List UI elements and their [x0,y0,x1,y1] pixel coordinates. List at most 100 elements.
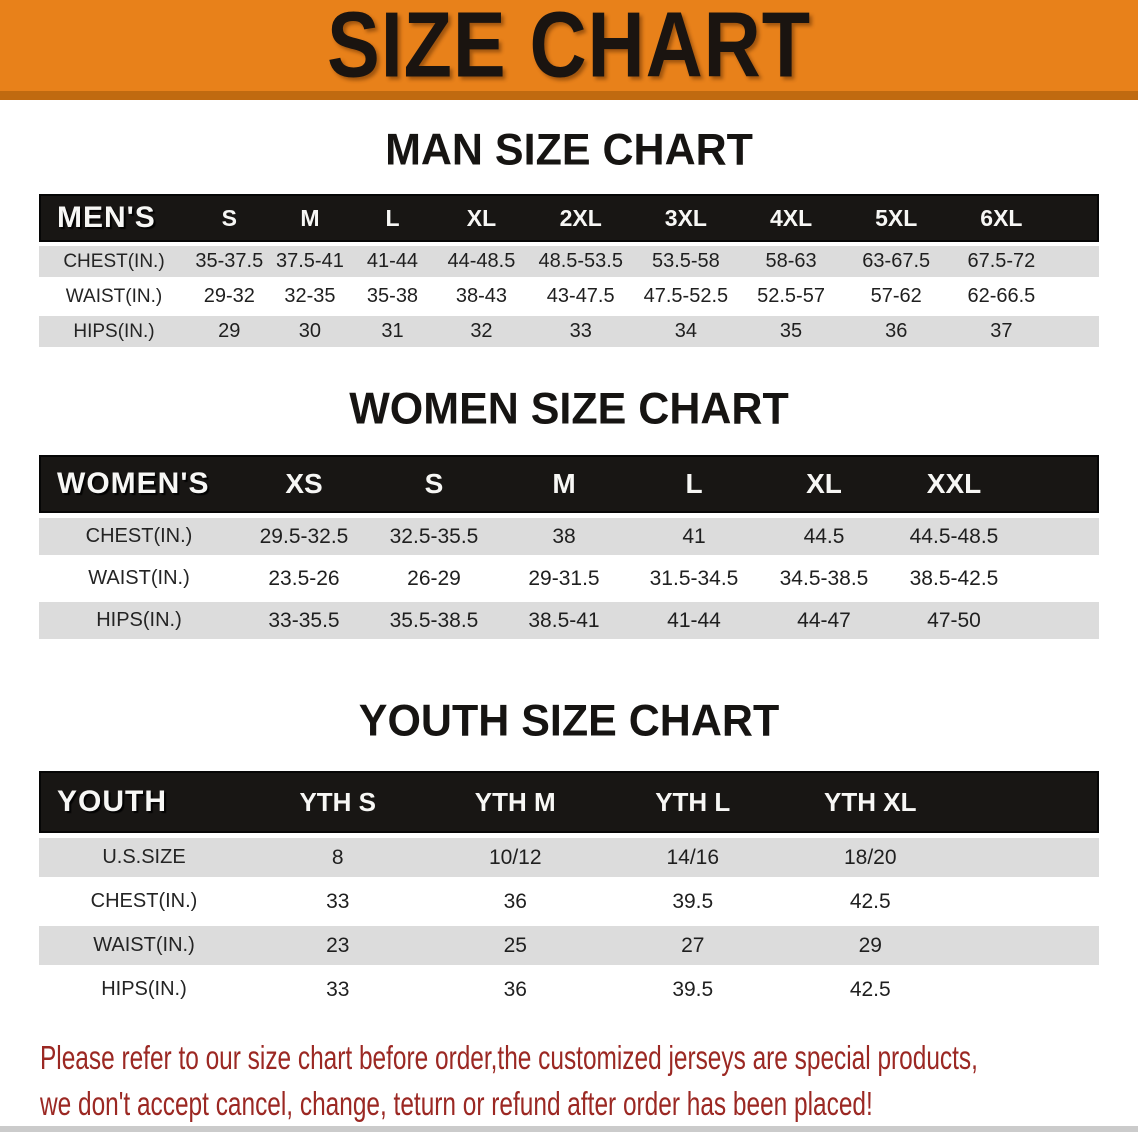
value-cell: 62-66.5 [967,285,1036,307]
table-row: U.S.SIZE 8 10/12 14/16 18/20 [39,838,1099,877]
value-cell: 32 [470,320,493,342]
row-values: 23 25 27 29 [249,934,1099,958]
row-label: HIPS(IN.) [101,978,187,1000]
disclaimer-line: Please refer to our size chart before or… [40,1039,978,1076]
value-cell: 34.5-38.5 [779,566,869,590]
size-column-header: YTH M [474,786,556,817]
size-column-header: M [300,204,320,231]
value-cell: 44.5-48.5 [909,524,999,548]
size-column-header: YTH L [655,786,731,817]
table-header-label: MEN'S [57,201,156,234]
value-cell: 41-44 [366,250,419,272]
men-section-heading: MAN SIZE CHART [385,125,753,175]
row-values: 8 10/12 14/16 18/20 [249,846,1099,870]
value-cell: 33 [569,320,592,342]
size-column-header: XS [285,468,323,499]
value-cell: 43-47.5 [546,285,615,307]
value-cell: 35-38 [366,285,419,307]
value-cell: 32.5-35.5 [389,524,479,548]
header-columns: YTH S YTH M YTH L YTH XL [249,787,1099,818]
value-cell: 38-43 [455,285,508,307]
value-cell: 42.5 [849,889,891,913]
table-row: WAIST(IN.) 29-32 32-35 35-38 38-43 43-47.5 47.… [39,281,1099,312]
value-cell: 26-29 [407,566,461,590]
value-cell: 63-67.5 [862,250,931,272]
value-cell: 33 [326,977,350,1001]
value-cell: 36 [503,977,527,1001]
value-cell: 27 [681,933,705,957]
value-cell: 14/16 [666,845,720,869]
value-cell: 44-47 [797,608,851,632]
value-cell: 36 [503,889,527,913]
womens-size-table: WOMEN'S XS S M L XL XXL CHEST(IN.) 29.5-32.5 32.5… [39,455,1099,639]
value-cell: 35-37.5 [195,250,264,272]
size-column-header: M [552,468,576,499]
value-cell: 47-50 [927,608,981,632]
row-label: CHEST(IN.) [63,250,165,272]
row-values: 33-35.5 35.5-38.5 38.5-41 41-44 44-47 47-50 [239,609,1099,633]
size-column-header: YTH S [299,786,377,817]
value-cell: 23 [326,933,350,957]
size-column-header: L [385,204,400,231]
value-cell: 29-31.5 [528,566,600,590]
value-cell: 67.5-72 [967,250,1036,272]
value-cell: 39.5 [672,977,714,1001]
value-cell: 39.5 [672,889,714,913]
size-column-header: 4XL [769,204,813,231]
size-column-header: XXL [926,468,982,499]
row-label: CHEST(IN.) [90,890,198,912]
table-row: CHEST(IN.) 33 36 39.5 42.5 [39,882,1099,921]
mens-size-table: MEN'S S M L XL 2XL 3XL 4XL 5XL 6XL CHEST(IN.) 35-37… [39,194,1099,347]
value-cell: 53.5-58 [651,250,720,272]
table-header-row: YOUTH YTH S YTH M YTH L YTH XL [39,771,1099,833]
youth-section-heading: YOUTH SIZE CHART [358,696,780,746]
value-cell: 33-35.5 [268,608,340,632]
size-column-header: 6XL [980,204,1023,231]
value-cell: 31.5-34.5 [649,566,739,590]
value-cell: 33 [326,889,350,913]
value-cell: 36 [885,320,908,342]
table-header-label: YOUTH [57,785,167,818]
value-cell: 47.5-52.5 [643,285,729,307]
women-section-heading: WOMEN SIZE CHART [349,384,789,434]
value-cell: 52.5-57 [757,285,825,307]
value-cell: 35.5-38.5 [389,608,479,632]
value-cell: 38.5-42.5 [909,566,999,590]
value-cell: 41-44 [667,608,721,632]
value-cell: 23.5-26 [268,566,340,590]
table-row: HIPS(IN.) 29 30 31 32 33 34 35 36 37 [39,316,1099,347]
size-column-header: S [221,204,237,231]
row-values: 33 36 39.5 42.5 [249,978,1099,1002]
table-row: CHEST(IN.) 29.5-32.5 32.5-35.5 38 41 44.5 44.5… [39,518,1099,555]
row-values: 29.5-32.5 32.5-35.5 38 41 44.5 44.5-48.5 [239,525,1099,549]
value-cell: 34 [674,320,697,342]
row-values: 23.5-26 26-29 29-31.5 31.5-34.5 34.5-38.5 38.… [239,567,1099,591]
size-column-header: S [424,468,444,499]
page-title: SIZE CHART [327,0,811,97]
size-column-header: 5XL [875,204,918,231]
row-values: 29 30 31 32 33 34 35 36 37 [189,320,1099,343]
value-cell: 38 [552,524,576,548]
table-header-row: WOMEN'S XS S M L XL XXL [39,455,1099,513]
size-column-header: XL [806,468,842,499]
value-cell: 31 [381,320,404,342]
header-columns: XS S M L XL XXL [239,468,1099,500]
value-cell: 37.5-41 [275,250,344,272]
value-cell: 8 [331,845,344,869]
table-row: WAIST(IN.) 23 25 27 29 [39,926,1099,965]
row-label: CHEST(IN.) [85,525,193,547]
row-label: WAIST(IN.) [93,934,195,956]
value-cell: 29.5-32.5 [259,524,349,548]
size-column-header: 2XL [559,204,602,231]
value-cell: 18/20 [843,845,897,869]
value-cell: 35 [779,320,803,342]
table-header-label: WOMEN'S [57,467,210,500]
value-cell: 57-62 [870,285,922,307]
row-values: 29-32 32-35 35-38 38-43 43-47.5 47.5-52.5 52.5… [189,285,1099,308]
table-row: CHEST(IN.) 35-37.5 37.5-41 41-44 44-48.5 48.5… [39,246,1099,277]
value-cell: 25 [503,933,527,957]
value-cell: 42.5 [849,977,891,1001]
row-label: WAIST(IN.) [65,285,163,307]
disclaimer-line: we don't accept cancel, change, teturn o… [40,1085,873,1122]
value-cell: 44-48.5 [447,250,516,272]
